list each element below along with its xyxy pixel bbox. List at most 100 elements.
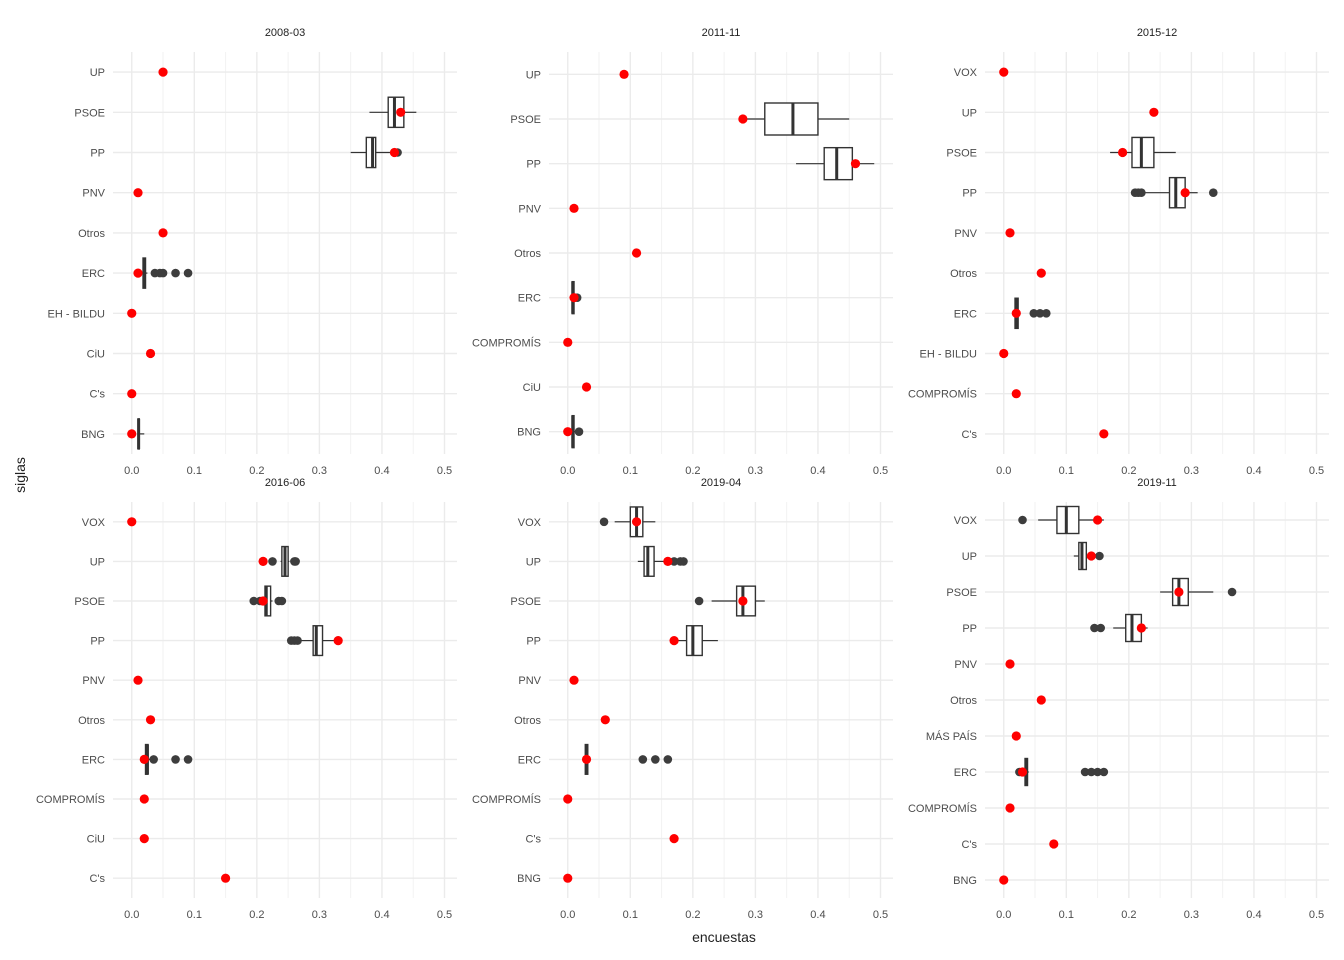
result-point (1011, 389, 1021, 399)
box-VOX (1018, 505, 1104, 535)
x-tick-label: 0.2 (249, 465, 264, 477)
y-tick-label: CiU (87, 834, 105, 846)
result-point (333, 636, 343, 646)
iqr-box (312, 625, 324, 657)
result-point (1036, 268, 1046, 278)
outlier-point (679, 557, 688, 566)
outlier-point (651, 755, 660, 764)
iqr-box (365, 136, 377, 169)
panel-2019-11: 2019-11 0.0 0.1 0.2 0.3 0.4 0.5 VOX UP PSOE PP PNV O… (908, 477, 1329, 921)
x-tick-label: 0.3 (1184, 465, 1199, 477)
panel-2019-04: 2019-04 0.0 0.1 0.2 0.3 0.4 0.5 VOX UP PSOE PP PNV O… (472, 477, 893, 921)
panel-2015-12: 2015-12 0.0 0.1 0.2 0.3 0.4 0.5 VOX UP PSOE PP PNV O… (908, 27, 1329, 477)
result-point (569, 203, 579, 213)
box-PP (674, 625, 718, 657)
result-point (1011, 308, 1021, 318)
outlier-point (694, 596, 704, 606)
box-PSOE (249, 585, 287, 617)
y-tick-label: VOX (82, 517, 106, 529)
y-tick-label: PSOE (946, 587, 977, 599)
x-tick-label: 0.0 (560, 465, 575, 477)
y-tick-label: C's (961, 839, 977, 851)
y-tick-label: UP (526, 69, 541, 81)
result-point (133, 268, 143, 278)
iqr-box (823, 146, 854, 181)
outlier-point (1041, 309, 1051, 318)
x-tick-label: 0.5 (873, 909, 888, 921)
y-tick-label: PP (526, 159, 541, 171)
y-tick-label: ERC (954, 767, 977, 779)
result-point (999, 67, 1009, 77)
panel-title: 2015-12 (1137, 27, 1177, 39)
result-point (1136, 623, 1146, 633)
result-point (158, 67, 168, 77)
outlier-point (1087, 767, 1096, 777)
y-tick-label: Otros (514, 715, 541, 727)
result-point (738, 114, 748, 124)
outlier-point (1090, 623, 1099, 633)
y-tick-label: PNV (82, 188, 105, 200)
result-point (563, 794, 573, 804)
y-tick-label: Otros (514, 248, 541, 260)
panel-title: 2016-06 (265, 477, 305, 489)
result-point (1049, 839, 1059, 849)
panel-2008-03: 2008-03 0.0 0.1 0.2 0.3 0.4 0.5 UP PSOE PP PNV Otro… (48, 27, 457, 477)
y-tick-label: COMPROMÍS (908, 802, 977, 815)
box-PSOE (369, 96, 417, 129)
y-tick-label: CiU (87, 349, 105, 361)
y-tick-label: PSOE (510, 596, 541, 608)
result-point (569, 293, 579, 303)
x-tick-label: 0.3 (312, 909, 327, 921)
x-tick-label: 0.0 (560, 909, 575, 921)
result-point (133, 188, 143, 198)
outlier-point (1099, 767, 1109, 777)
result-point (563, 873, 573, 883)
panel-title: 2011-11 (702, 27, 741, 39)
y-tick-label: PSOE (946, 148, 977, 160)
result-point (139, 754, 149, 765)
result-point (1174, 587, 1184, 597)
y-tick-label: C's (525, 834, 541, 846)
y-tick-label: UP (962, 551, 977, 563)
x-tick-label: 0.2 (1121, 909, 1136, 921)
result-point (850, 159, 861, 169)
y-tick-label: MÁS PAÍS (926, 730, 977, 743)
x-tick-label: 0.4 (810, 909, 825, 921)
x-tick-label: 0.3 (312, 465, 327, 477)
box-PSOE (1110, 136, 1176, 169)
x-tick-label: 0.1 (1059, 909, 1074, 921)
result-point (669, 636, 679, 646)
y-tick-label: PNV (954, 659, 977, 671)
result-point (600, 715, 610, 725)
y-tick-label: COMPROMÍS (908, 388, 977, 401)
x-tick-label: 0.3 (1184, 909, 1199, 921)
y-tick-label: C's (89, 873, 105, 885)
y-tick-label: Otros (950, 695, 977, 707)
result-point (258, 596, 268, 606)
y-tick-label: UP (962, 107, 977, 119)
result-point (145, 715, 156, 725)
iqr-box (1131, 136, 1155, 169)
x-tick-label: 0.4 (374, 909, 389, 921)
result-point (1005, 803, 1015, 813)
y-tick-label: PSOE (510, 114, 541, 126)
y-tick-label: CiU (523, 382, 541, 394)
y-tick-label: BNG (81, 429, 105, 441)
y-tick-label: C's (89, 389, 105, 401)
result-point (663, 556, 673, 567)
x-tick-label: 0.1 (623, 465, 638, 477)
outlier-point (1095, 551, 1104, 561)
y-tick-label: COMPROMÍS (36, 793, 105, 806)
panel-title: 2008-03 (265, 27, 305, 39)
result-point (619, 69, 629, 79)
result-point (1118, 147, 1128, 158)
x-tick-label: 0.0 (996, 465, 1011, 477)
x-tick-label: 0.2 (685, 465, 700, 477)
y-tick-label: BNG (517, 427, 541, 439)
result-point (1180, 188, 1190, 198)
x-tick-label: 0.5 (873, 465, 888, 477)
y-tick-label: UP (526, 556, 541, 568)
y-tick-label: VOX (954, 67, 978, 79)
outlier-point (1018, 515, 1027, 525)
